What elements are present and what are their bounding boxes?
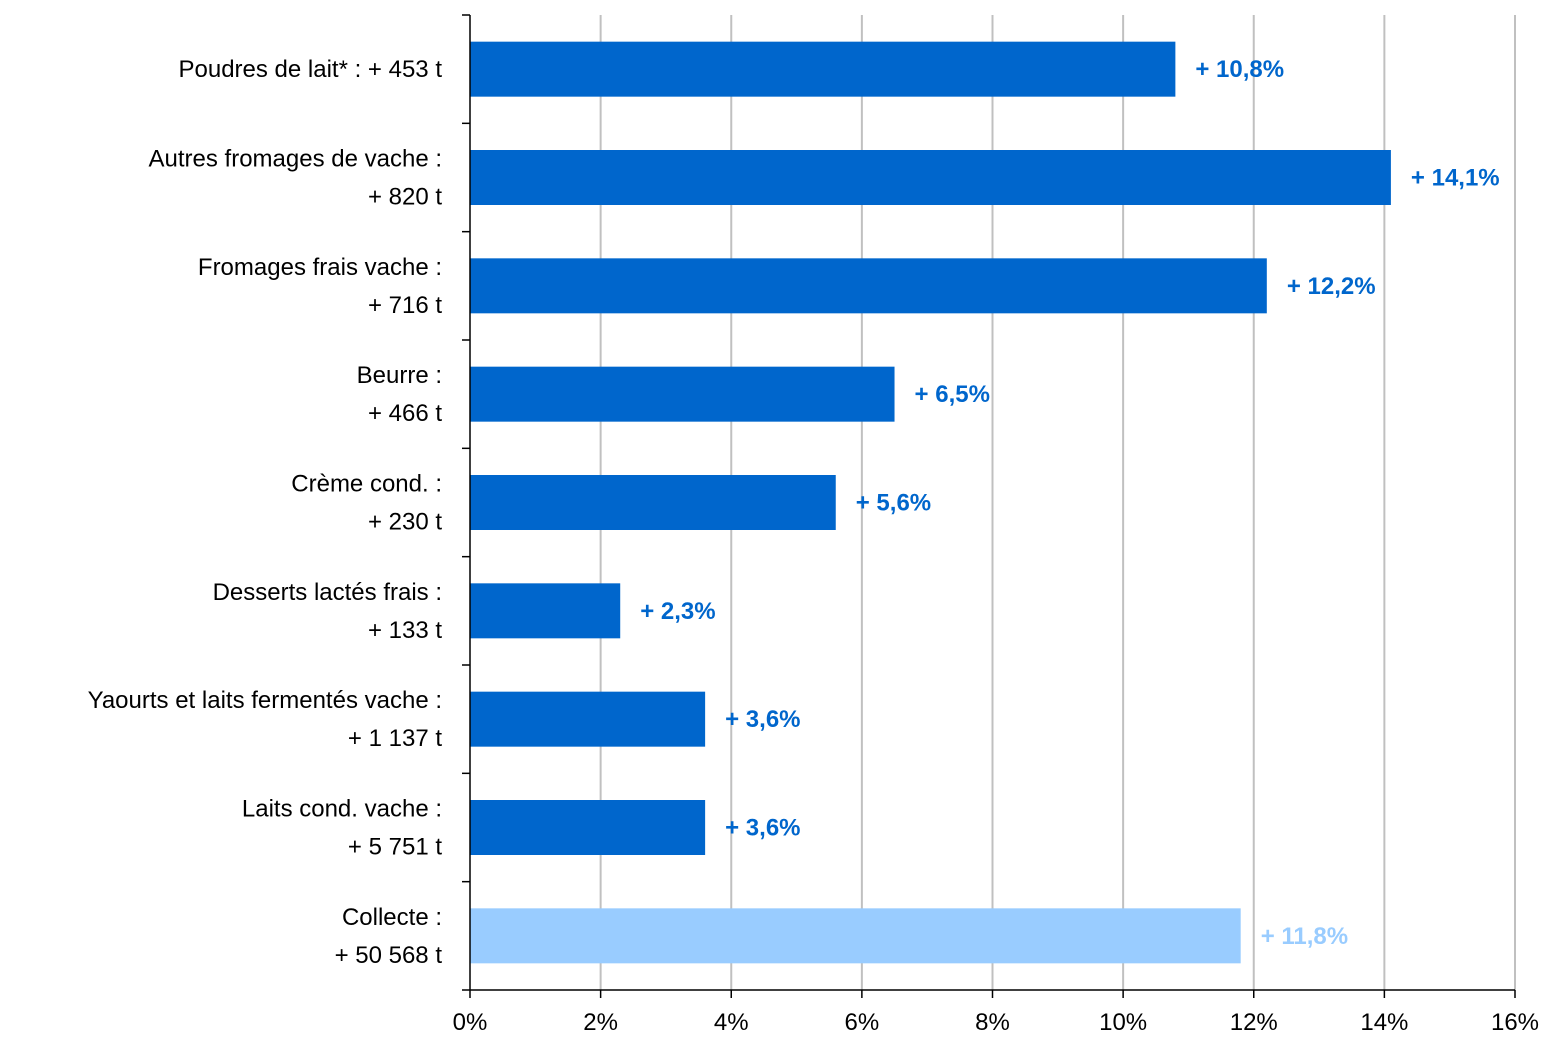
category-label: + 5 751 t: [348, 834, 442, 861]
data-label: + 12,2%: [1287, 273, 1376, 300]
x-tick-label: 12%: [1230, 1009, 1278, 1036]
data-label: + 6,5%: [915, 381, 990, 408]
category-label: + 230 t: [368, 509, 442, 536]
x-tick-label: 4%: [714, 1009, 749, 1036]
x-tick-label: 16%: [1491, 1009, 1539, 1036]
category-label: + 133 t: [368, 617, 442, 644]
data-label: + 2,3%: [640, 598, 715, 625]
category-label: Desserts lactés frais :: [213, 579, 442, 606]
category-label: Crème cond. :: [291, 471, 442, 498]
category-label: + 820 t: [368, 184, 442, 211]
bar: [470, 691, 706, 747]
bar: [470, 150, 1391, 205]
category-label: Autres fromages de vache :: [149, 146, 442, 173]
x-tick-label: 6%: [845, 1009, 880, 1036]
bar: [470, 366, 895, 422]
bar: [470, 475, 836, 530]
bar: [470, 583, 621, 639]
axes: [462, 14, 1516, 998]
bar: [470, 41, 1176, 97]
x-tick-label: 14%: [1360, 1009, 1408, 1036]
x-tick-label: 0%: [453, 1009, 488, 1036]
category-label: + 1 137 t: [348, 725, 442, 752]
bar: [470, 800, 706, 855]
category-label: + 466 t: [368, 400, 442, 427]
category-label: + 50 568 t: [335, 942, 443, 969]
data-label: + 11,8%: [1261, 923, 1348, 950]
bar: [470, 258, 1267, 314]
x-tick-label: 2%: [583, 1009, 618, 1036]
x-tick-label: 10%: [1099, 1009, 1147, 1036]
data-label: + 3,6%: [725, 706, 800, 733]
bars: [470, 41, 1391, 964]
data-label: + 14,1%: [1411, 165, 1500, 192]
category-label: Poudres de lait* : + 453 t: [178, 56, 442, 83]
x-tick-label: 8%: [975, 1009, 1010, 1036]
data-label: + 3,6%: [725, 815, 800, 842]
category-label: Beurre :: [357, 362, 442, 389]
data-label: + 10,8%: [1195, 56, 1284, 83]
category-label: Yaourts et laits fermentés vache :: [88, 687, 442, 714]
data-label: + 5,6%: [856, 490, 931, 517]
category-label: Collecte :: [342, 904, 442, 931]
category-label: + 716 t: [368, 292, 442, 319]
bar: [470, 908, 1241, 964]
category-label: Fromages frais vache :: [198, 254, 442, 281]
labels: 0% 2% 4% 6% 8% 10% 12% 14% 16% + 10,8% Poudres de …: [88, 56, 1539, 1036]
category-label: Laits cond. vache :: [242, 796, 442, 823]
